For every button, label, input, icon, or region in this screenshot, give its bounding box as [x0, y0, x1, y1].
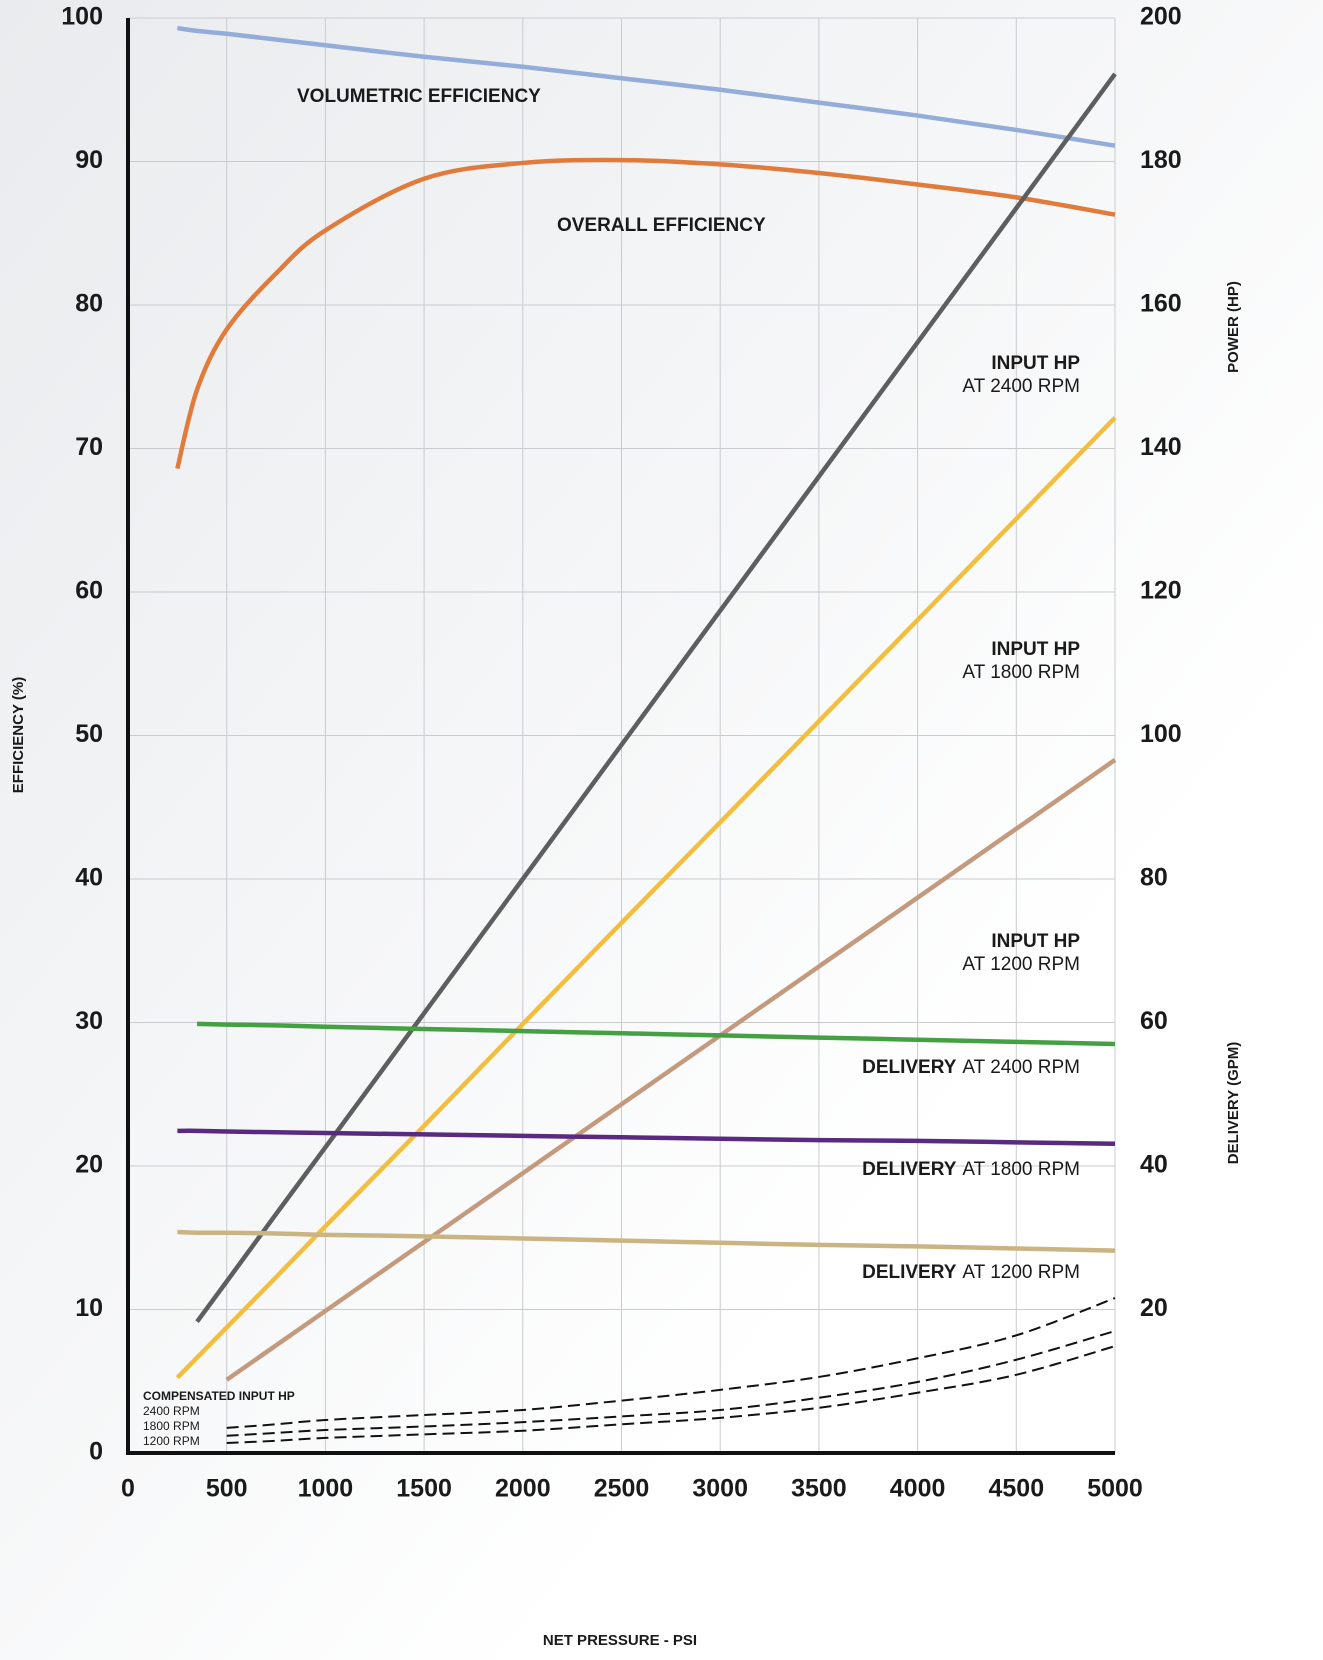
series-label: DELIVERY AT 1800 RPM [862, 1159, 1080, 1180]
x-tick-label: 3500 [791, 1475, 847, 1503]
series-line [177, 1128, 1116, 1147]
series-label: OVERALL EFFICIENCY [557, 215, 766, 236]
y-tick-label: 70 [75, 433, 103, 461]
y-tick-label: 50 [75, 720, 103, 748]
series-label: 1800 RPM [143, 1419, 200, 1433]
series-label: AT 2400 RPM [962, 376, 1080, 397]
series-label-name: DELIVERY [862, 1262, 957, 1283]
series-label-suffix: AT 1800 RPM [962, 1159, 1080, 1180]
x-tick-label: 2000 [495, 1475, 551, 1503]
series-line [175, 416, 1117, 1380]
dashed-line [226, 1345, 1116, 1444]
y-tick-label: 100 [61, 3, 103, 31]
x-tick-label: 5000 [1087, 1475, 1143, 1503]
series-line [175, 157, 1116, 470]
y2-tick-label: 60 [1140, 1007, 1168, 1035]
dashed-line [226, 1297, 1116, 1429]
x-tick-label: 500 [206, 1475, 248, 1503]
y2-tick-label: 200 [1140, 3, 1182, 31]
series-label: DELIVERY AT 2400 RPM [862, 1057, 1080, 1078]
y-tick-label: 30 [75, 1007, 103, 1035]
labels: VOLUMETRIC EFFICIENCY OVERALL EFFICIENCY I… [143, 86, 1080, 1448]
x-tick-label: 1500 [396, 1475, 452, 1503]
series-label: INPUT HP [991, 931, 1080, 952]
y-tick-label: 20 [75, 1151, 103, 1179]
x-tick-label: 4500 [988, 1475, 1044, 1503]
series-label-name: DELIVERY [862, 1057, 957, 1078]
y2-tick-label: 100 [1140, 720, 1182, 748]
y-tick-label: 60 [75, 577, 103, 605]
y-tick-label: 40 [75, 864, 103, 892]
series-line [225, 758, 1117, 1382]
y-tick-label: 0 [89, 1438, 103, 1466]
x-tick-label: 3000 [692, 1475, 748, 1503]
series-label-suffix: AT 2400 RPM [962, 1057, 1080, 1078]
x-axis-title: NET PRESSURE - PSI [543, 1632, 697, 1649]
x-tick-label: 4000 [890, 1475, 946, 1503]
series-label: VOLUMETRIC EFFICIENCY [297, 86, 541, 107]
series-label: INPUT HP [991, 639, 1080, 660]
y2-tick-label: 80 [1140, 864, 1168, 892]
y2-tick-label: 20 [1140, 1294, 1168, 1322]
x-tick-label: 0 [121, 1475, 135, 1503]
series-label: DELIVERY AT 1200 RPM [862, 1262, 1080, 1283]
compensated-title: COMPENSATED INPUT HP [143, 1389, 295, 1403]
x-tick-label: 1000 [298, 1475, 354, 1503]
series-label: AT 1800 RPM [962, 662, 1080, 683]
lines [126, 18, 1117, 1455]
y-tick-label: 80 [75, 290, 103, 318]
y2-tick-label: 40 [1140, 1151, 1168, 1179]
series-line [177, 1229, 1116, 1253]
y-tick-label: 10 [75, 1294, 103, 1322]
y2-tick-label: 120 [1140, 577, 1182, 605]
dashed-line [226, 1330, 1116, 1437]
y2-tick-label: 180 [1140, 146, 1182, 174]
grid: 0 500 1000 1500 2000 2500 3000 3500 4000 4500 5000… [61, 3, 1181, 1503]
series-label-suffix: AT 1200 RPM [962, 1262, 1080, 1283]
series-label: 1200 RPM [143, 1434, 200, 1448]
series-label: 2400 RPM [143, 1404, 200, 1418]
y2-tick-label: 160 [1140, 290, 1182, 318]
y2-axis-title: DELIVERY (GPM) [1225, 1042, 1242, 1165]
y-tick-label: 90 [75, 146, 103, 174]
y2-axis-title: POWER (HP) [1225, 281, 1242, 373]
series-label: AT 1200 RPM [962, 954, 1080, 975]
series-line [195, 72, 1117, 1324]
series-line [177, 25, 1116, 148]
series-label: INPUT HP [991, 353, 1080, 374]
y2-tick-label: 140 [1140, 433, 1182, 461]
x-tick-label: 2500 [594, 1475, 650, 1503]
y-axis-title: EFFICIENCY (%) [10, 677, 27, 793]
series-label-name: DELIVERY [862, 1159, 957, 1180]
series-line [197, 1021, 1116, 1047]
